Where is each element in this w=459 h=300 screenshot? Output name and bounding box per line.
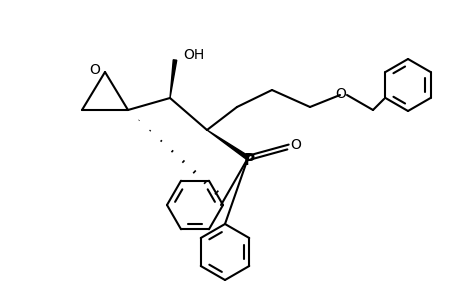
Polygon shape xyxy=(207,130,249,160)
Text: O: O xyxy=(90,63,100,77)
Text: OH: OH xyxy=(183,48,204,62)
Text: O: O xyxy=(335,87,346,101)
Polygon shape xyxy=(170,60,176,98)
Text: O: O xyxy=(290,138,301,152)
Text: P: P xyxy=(243,152,254,167)
